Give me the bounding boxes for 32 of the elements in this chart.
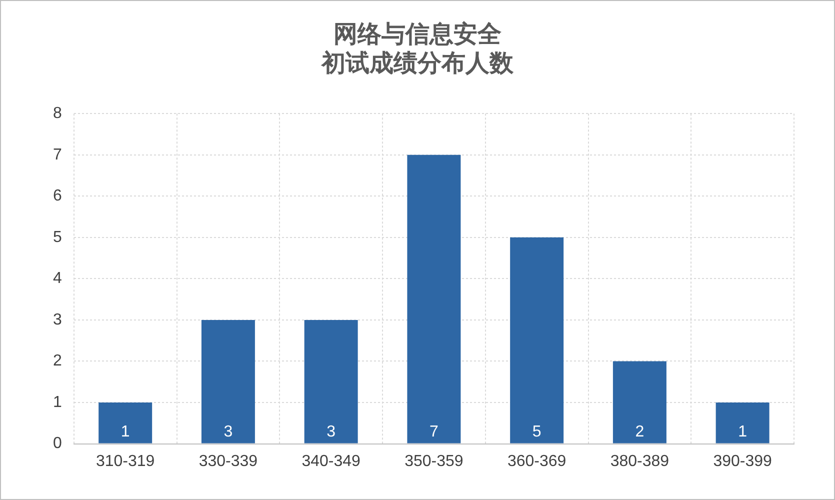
y-tick-label: 2 bbox=[52, 352, 62, 370]
chart-title: 网络与信息安全 bbox=[334, 21, 502, 48]
data-label: 3 bbox=[224, 424, 233, 441]
x-tick-label: 360-369 bbox=[507, 452, 566, 470]
y-tick-label: 3 bbox=[52, 311, 62, 328]
x-tick-label: 340-349 bbox=[302, 452, 361, 470]
x-tick-label: 380-389 bbox=[610, 452, 670, 470]
bar bbox=[98, 402, 152, 444]
y-tick-label: 0 bbox=[52, 435, 62, 452]
x-tick-label: 390-399 bbox=[713, 452, 772, 470]
bar bbox=[510, 237, 564, 444]
data-label: 7 bbox=[429, 424, 438, 441]
bar bbox=[407, 154, 461, 444]
chart-subtitle: 初试成绩分布人数 bbox=[320, 50, 514, 77]
y-tick-label: 7 bbox=[52, 146, 62, 164]
data-label: 1 bbox=[738, 424, 748, 441]
x-tick-label: 310-319 bbox=[96, 452, 155, 470]
bar bbox=[612, 361, 666, 444]
y-tick-label: 6 bbox=[52, 188, 62, 205]
bar bbox=[304, 320, 358, 444]
data-label: 2 bbox=[635, 424, 644, 441]
y-tick-label: 5 bbox=[52, 228, 62, 246]
x-tick-label: 350-359 bbox=[404, 452, 464, 470]
data-label: 1 bbox=[120, 424, 130, 441]
bar bbox=[716, 402, 770, 444]
y-tick-label: 4 bbox=[52, 270, 62, 288]
y-tick-label: 1 bbox=[52, 394, 62, 411]
y-tick-label: 8 bbox=[52, 105, 62, 122]
bar bbox=[201, 320, 255, 444]
data-label: 3 bbox=[326, 424, 336, 441]
x-tick-label: 330-339 bbox=[198, 452, 258, 470]
data-label: 5 bbox=[532, 424, 542, 441]
